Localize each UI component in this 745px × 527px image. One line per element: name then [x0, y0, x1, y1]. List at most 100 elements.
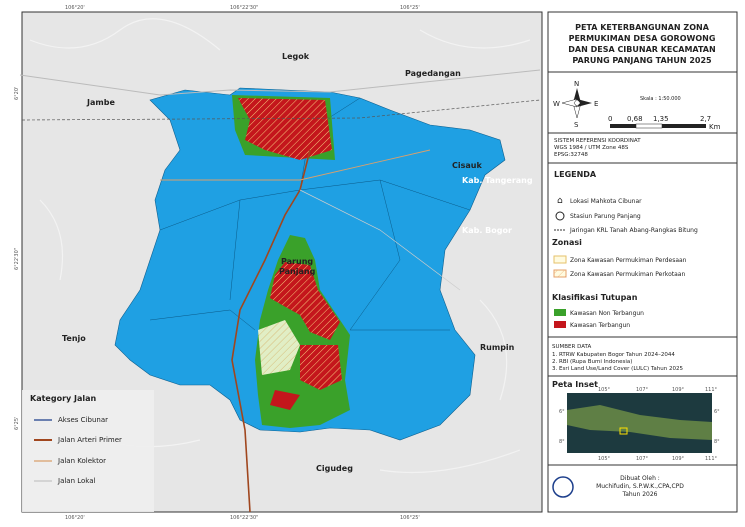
- label: 106°20': [65, 515, 85, 521]
- label: 6°: [559, 409, 565, 415]
- shape: [29, 18, 221, 51]
- rural-zone: [258, 320, 300, 375]
- label: Cigudeg: [316, 464, 353, 473]
- label: Tenjo: [62, 334, 86, 343]
- label: DAN DESA CIBUNAR KECAMATAN: [568, 45, 715, 54]
- label: 6°25': [14, 417, 20, 430]
- label: Zonasi: [552, 238, 582, 247]
- shape: [577, 99, 592, 107]
- zone-swatch: [553, 269, 567, 278]
- label: 105°: [598, 456, 611, 462]
- inset-ticks: 105° 107° 109° 111° 105° 107° 109° 111° 6° 8°…: [559, 387, 720, 462]
- label: 2. RBI (Rupa Bumi Indonesia): [552, 359, 632, 365]
- label: Km: [709, 123, 721, 131]
- shape: [19, 69, 541, 96]
- label: Kab. Bogor: [462, 226, 512, 235]
- shape: [149, 309, 256, 331]
- panel-title: PETA KETERBANGUNAN ZONA PERMUKIMAN DESA …: [568, 23, 715, 65]
- label: 6°22'30": [14, 248, 20, 270]
- inset-land: [567, 405, 712, 440]
- label: Jalan Arteri Primer: [57, 436, 122, 444]
- label: SISTEM REFERENSI KOORDINAT: [554, 138, 641, 144]
- shape: [21, 99, 541, 121]
- label: Peta Inset: [552, 380, 598, 389]
- inset-locator: [619, 427, 628, 435]
- label: Parung: [281, 257, 313, 266]
- shape: [479, 299, 508, 401]
- cover-swatch: [554, 321, 566, 328]
- label: 1,35: [653, 115, 669, 123]
- frame-labels: 106°20' 106°22'30" 106°25' 106°20' 106°2…: [14, 5, 420, 521]
- label: 106°22'30": [230, 515, 258, 521]
- label: Dibuat Oleh :: [620, 475, 660, 482]
- hillshade: [29, 18, 531, 474]
- zone-swatch: [553, 255, 567, 264]
- label: Tahun 2026: [622, 491, 658, 498]
- shape: [229, 199, 241, 301]
- built-area: [270, 262, 340, 340]
- label: Akses Cibunar: [58, 416, 108, 424]
- label: 109°: [672, 387, 685, 393]
- label: W: [553, 100, 560, 108]
- label: PERMUKIMAN DESA GOROWONG: [569, 34, 716, 43]
- label: 6°20': [14, 87, 20, 100]
- label: Jalan Lokal: [57, 477, 96, 485]
- shape: [39, 199, 64, 281]
- label: Cisauk: [452, 161, 482, 170]
- label: 111°: [705, 387, 718, 393]
- cover-swatch: [554, 309, 566, 316]
- label: EPSG:32748: [554, 152, 588, 158]
- north-built: [238, 98, 332, 160]
- label: Panjang: [279, 267, 316, 276]
- place-labels: Legok Pagedangan Jambe Cisauk Kab. Tange…: [62, 52, 533, 473]
- label: 107°: [636, 387, 649, 393]
- label: Legok: [282, 52, 310, 61]
- shape: [160, 149, 431, 181]
- label: 106°20': [65, 5, 85, 11]
- roads: [19, 69, 541, 513]
- shape: [573, 88, 581, 103]
- label: Rumpin: [480, 343, 515, 352]
- label: WGS 1984 / UTM Zone 48S: [554, 145, 629, 151]
- label: 106°25': [400, 515, 420, 521]
- label: PARUNG PANJANG TAHUN 2025: [572, 56, 712, 65]
- label: 105°: [598, 387, 611, 393]
- label: Kawasan Non Terbangun: [570, 310, 644, 317]
- label: 0: [608, 115, 612, 123]
- label: 107°: [636, 456, 649, 462]
- shape: [231, 149, 311, 513]
- label: 0,68: [627, 115, 643, 123]
- label: 6°: [714, 409, 720, 415]
- label: Kab. Tangerang: [462, 176, 533, 185]
- label: E: [594, 100, 598, 108]
- compass: N S E W: [553, 80, 598, 129]
- shape: [610, 124, 636, 128]
- label: SUMBER DATA: [552, 344, 591, 350]
- shape: [419, 29, 531, 49]
- shape: [561, 98, 578, 108]
- station-icon: [555, 211, 565, 221]
- label: Kategory Jalan: [30, 394, 97, 403]
- house-icon: ⌂: [557, 196, 563, 206]
- label: Skala : 1:50.000: [640, 96, 681, 102]
- label: 8°: [559, 439, 565, 445]
- label: 109°: [672, 456, 685, 462]
- shape: [379, 449, 521, 474]
- shape: [572, 102, 582, 119]
- label: Zona Kawasan Permukiman Perdesaan: [570, 257, 687, 264]
- label: Klasifikasi Tutupan: [552, 293, 638, 302]
- label: Kawasan Terbangun: [570, 322, 630, 329]
- logo: [552, 476, 574, 498]
- built-area: [270, 390, 300, 410]
- label: Jalan Kolektor: [57, 457, 106, 465]
- label: 111°: [705, 456, 718, 462]
- label: 106°25': [400, 5, 420, 11]
- label: LEGENDA: [554, 170, 597, 179]
- label: S: [574, 121, 579, 129]
- label: N: [574, 80, 579, 88]
- label: 1. RTRW Kabupaten Bogor Tahun 2024–2044: [552, 352, 675, 358]
- label: Pagedangan: [405, 69, 461, 78]
- shape: [299, 189, 461, 291]
- label: 8°: [714, 439, 720, 445]
- label: Zona Kawasan Permukiman Perkotaan: [570, 271, 685, 278]
